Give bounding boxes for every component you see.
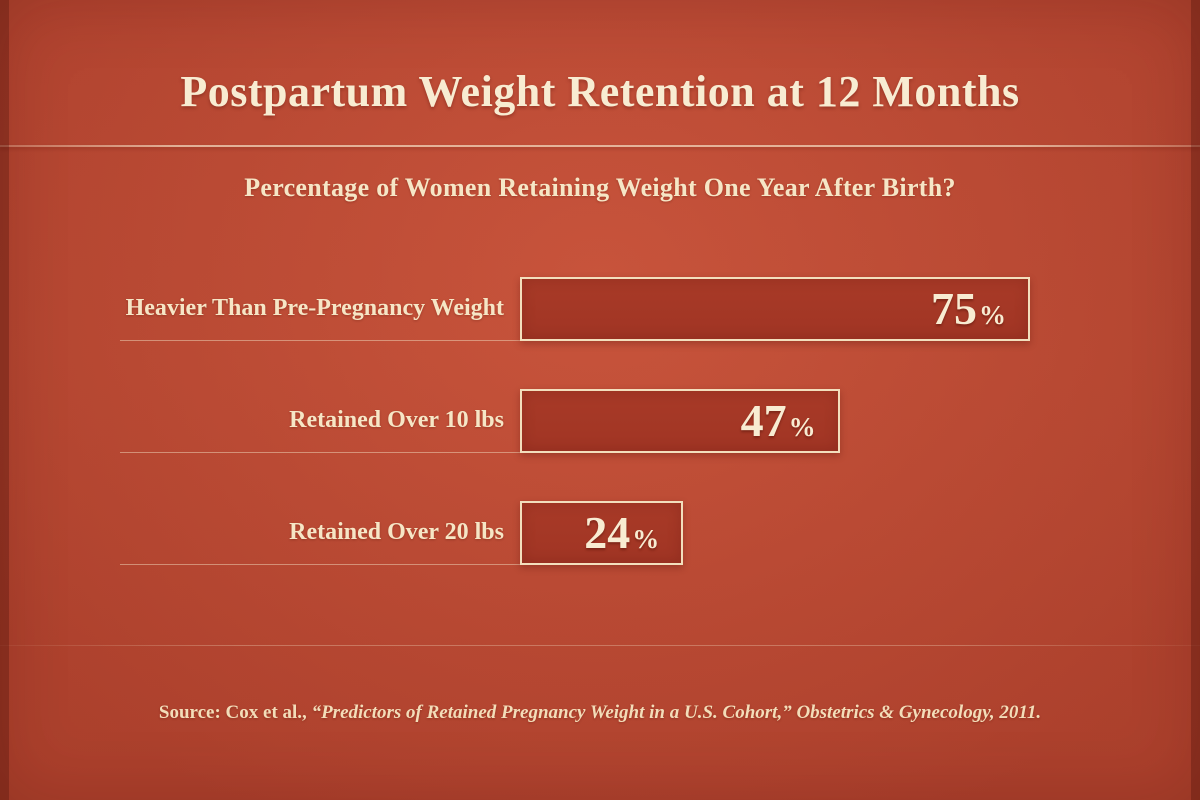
bar-value-unit: % — [788, 412, 816, 442]
bar-track: 75 % — [520, 277, 1200, 341]
bar: 47 % — [520, 389, 840, 453]
right-edge-shade — [1191, 0, 1200, 800]
bar-value-number: 47 — [740, 395, 787, 446]
bar-chart: Heavier Than Pre-Pregnancy Weight 75 % R… — [0, 277, 1200, 565]
header: Postpartum Weight Retention at 12 Months — [0, 0, 1200, 147]
bar-row: Heavier Than Pre-Pregnancy Weight 75 % — [120, 277, 1200, 341]
bar-value-number: 24 — [584, 507, 631, 558]
bar-value: 24 % — [584, 510, 659, 556]
bar: 75 % — [520, 277, 1030, 341]
bar-category-label: Heavier Than Pre-Pregnancy Weight — [120, 277, 520, 341]
footer-divider — [0, 645, 1200, 646]
page-title: Postpartum Weight Retention at 12 Months — [180, 67, 1020, 116]
bar-value-number: 75 — [931, 283, 977, 334]
bar-track: 47 % — [520, 389, 1200, 453]
source-line: Source: Cox et al., “Predictors of Retai… — [0, 702, 1200, 724]
bar: 24 % — [520, 501, 684, 565]
bar-row: Retained Over 10 lbs 47 % — [120, 389, 1200, 453]
bar-track: 24 % — [520, 501, 1200, 565]
bar-value-unit: % — [979, 300, 1006, 330]
chart-subtitle: Percentage of Women Retaining Weight One… — [244, 173, 956, 202]
bar-value: 75 % — [931, 286, 1006, 332]
left-edge-shade — [0, 0, 9, 800]
bar-value-unit: % — [632, 524, 660, 554]
bar-row: Retained Over 20 lbs 24 % — [120, 501, 1200, 565]
bar-category-label: Retained Over 10 lbs — [120, 389, 520, 453]
source-prefix: Source: Cox et al., — [158, 702, 312, 723]
bar-category-label: Retained Over 20 lbs — [120, 501, 520, 565]
source-citation: “Predictors of Retained Pregnancy Weight… — [311, 702, 1042, 723]
header-divider — [0, 145, 1200, 147]
bar-value: 47 % — [741, 398, 816, 444]
